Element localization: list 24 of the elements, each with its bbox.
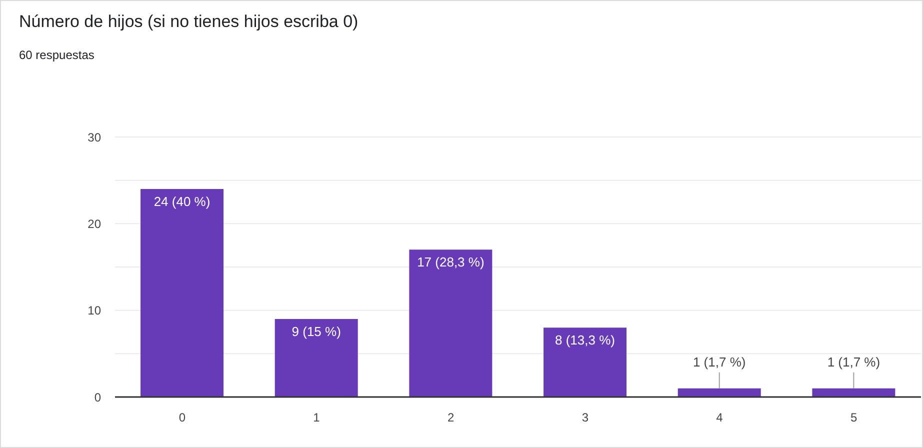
data-label: 1 (1,7 %) <box>692 354 746 370</box>
bar <box>678 388 761 397</box>
y-tick-label: 20 <box>88 216 102 231</box>
x-tick-label: 5 <box>850 410 858 425</box>
data-label: 9 (15 %) <box>292 324 341 339</box>
bar <box>544 328 627 397</box>
data-label: 1 (1,7 %) <box>827 354 880 370</box>
x-tick-label: 3 <box>582 410 589 425</box>
data-label: 17 (28,3 %) <box>417 254 484 270</box>
chart-subtitle: 60 respuestas <box>19 48 94 62</box>
x-tick-label: 1 <box>313 410 320 425</box>
y-tick-label: 30 <box>88 130 102 144</box>
x-tick-label: 0 <box>178 410 186 425</box>
bar <box>274 319 358 397</box>
bar <box>812 388 896 397</box>
data-label: 8 (13,3 %) <box>555 332 616 348</box>
x-tick-label: 2 <box>447 410 454 425</box>
data-label: 24 (40 %) <box>154 194 210 209</box>
bar <box>140 189 224 397</box>
x-tick-label: 4 <box>716 410 724 425</box>
chart-title: Número de hijos (si no tienes hijos escriba 0) <box>19 12 358 32</box>
y-tick-label: 0 <box>94 390 102 404</box>
bar <box>409 250 492 397</box>
y-tick-label: 10 <box>88 304 102 318</box>
